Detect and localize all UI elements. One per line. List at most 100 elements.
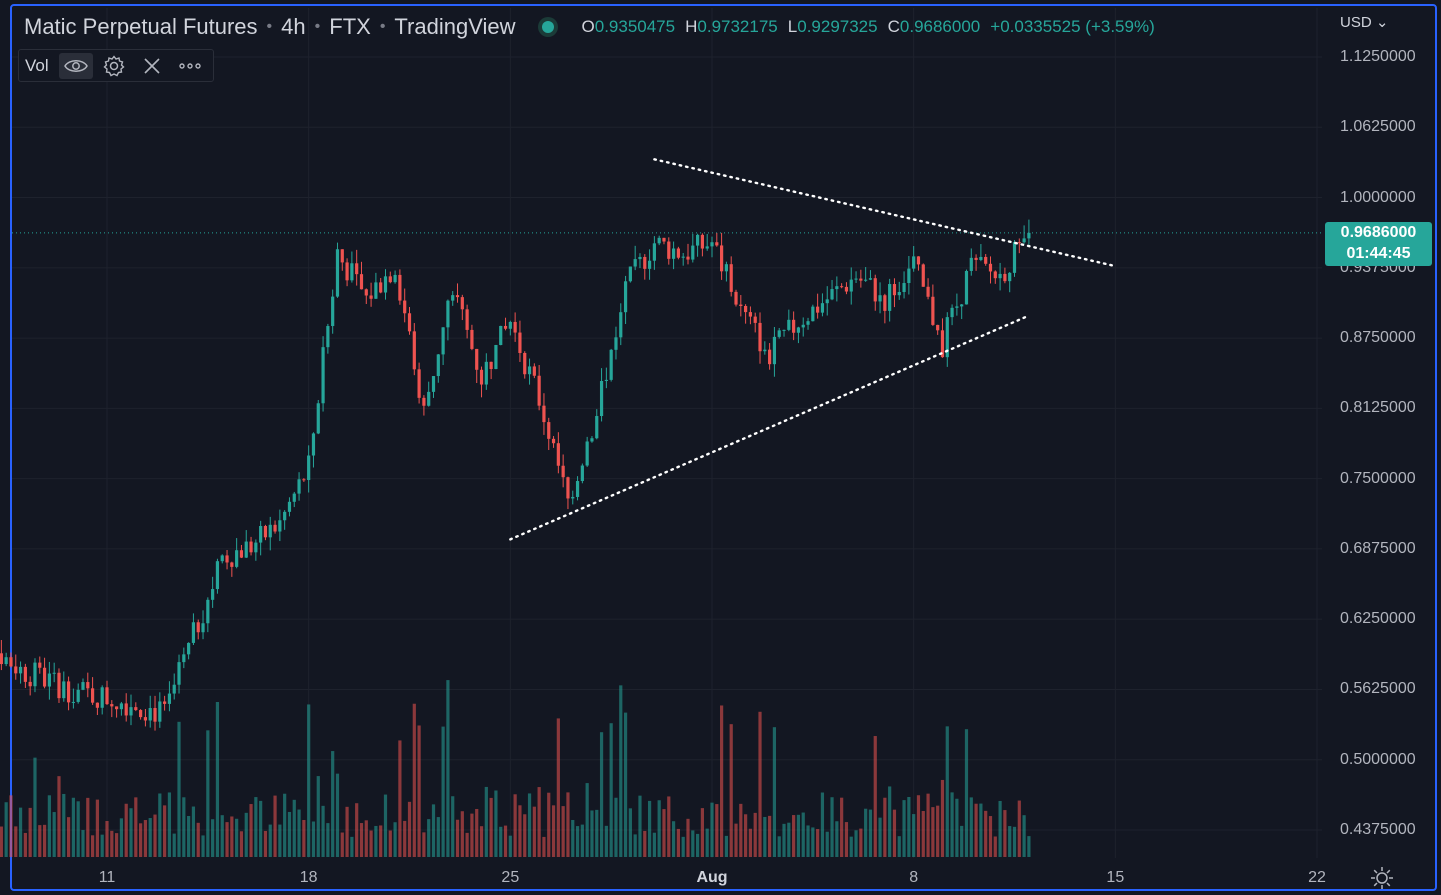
chevron-down-icon: ⌄	[1375, 14, 1389, 31]
candle-body	[657, 237, 661, 244]
candle-body	[81, 682, 85, 690]
close-icon[interactable]	[135, 53, 169, 79]
volume-bar	[441, 726, 445, 857]
volume-bar	[772, 727, 777, 857]
volume-bar	[556, 718, 560, 857]
volume-bar	[662, 809, 666, 857]
candle-body	[998, 273, 1002, 279]
volume-bar	[239, 831, 244, 857]
volume-bar	[316, 776, 320, 857]
volume-bar	[700, 808, 704, 857]
candle-body	[878, 295, 882, 302]
open-value: 0.9350475	[594, 17, 676, 36]
volume-bar	[864, 808, 868, 857]
settings-sun-icon[interactable]	[1370, 866, 1394, 890]
candle-body	[62, 681, 66, 699]
candle-body	[249, 541, 253, 553]
volume-bar	[427, 819, 431, 857]
time-axis-label: 18	[299, 869, 318, 886]
volume-bar	[830, 797, 834, 857]
candle-body	[268, 524, 272, 538]
volume-bar	[9, 795, 13, 857]
gear-icon[interactable]	[97, 53, 131, 79]
candle-body	[484, 361, 488, 385]
candle-body	[42, 667, 47, 687]
volume-bar	[715, 804, 719, 857]
volume-bar	[1012, 826, 1017, 857]
volume-indicator-legend: Vol	[18, 49, 214, 82]
volume-indicator-label[interactable]: Vol	[25, 55, 49, 75]
volume-bar	[110, 830, 114, 857]
volume-bar	[369, 830, 373, 857]
candle-body	[940, 330, 945, 358]
candle-body	[230, 562, 234, 567]
time-axis-label: 25	[501, 869, 520, 886]
candle-body	[465, 309, 469, 330]
candle-body	[792, 319, 796, 333]
candle-body	[66, 681, 71, 703]
candle-body	[527, 366, 532, 375]
candle-body	[259, 526, 263, 543]
interval-label[interactable]: 4h	[281, 14, 306, 39]
volume-bar	[33, 757, 37, 857]
volume-bar	[854, 830, 858, 857]
candle-body	[984, 256, 988, 264]
candle-body	[211, 589, 215, 600]
volume-bar	[71, 797, 75, 857]
volume-bar	[988, 816, 993, 857]
candle-body	[724, 264, 729, 272]
candle-body	[864, 279, 868, 281]
market-status-icon[interactable]	[541, 21, 554, 33]
candle-body	[436, 354, 440, 377]
volume-bar	[691, 830, 695, 857]
volume-bar	[307, 704, 311, 857]
candle-body	[287, 501, 292, 512]
volume-bar	[484, 786, 488, 857]
symbol-title[interactable]: Matic Perpetual Futures	[24, 14, 258, 39]
candle-body	[167, 693, 172, 704]
candle-body	[993, 271, 997, 279]
candle-body	[974, 257, 978, 260]
current-price-tag: 0.9686000 01:44:45	[1325, 222, 1432, 266]
volume-bar	[268, 824, 272, 857]
volume-bar	[129, 808, 133, 857]
price-axis-label: 1.0000000	[1340, 188, 1416, 206]
candle-body	[969, 257, 973, 271]
candle-body	[739, 304, 743, 306]
candle-body	[100, 687, 104, 708]
volume-bar	[647, 800, 652, 857]
volume-bar	[744, 814, 748, 857]
volume-bar	[52, 812, 56, 857]
eye-icon[interactable]	[58, 52, 93, 79]
candle-body	[628, 266, 632, 282]
candle-body	[763, 349, 767, 352]
change-value: +0.0335525 (+3.59%)	[990, 17, 1155, 36]
candle-body	[311, 433, 316, 456]
volume-bar	[163, 805, 167, 857]
volume-bar	[537, 787, 541, 857]
candle-body	[859, 278, 863, 281]
candle-body	[28, 681, 32, 687]
volume-bar	[945, 726, 949, 857]
trendline	[509, 314, 1031, 541]
candle-body	[460, 297, 464, 310]
candle-body	[825, 299, 829, 304]
candle-body	[71, 701, 75, 703]
candle-body	[744, 305, 748, 313]
candle-body	[556, 443, 560, 466]
volume-bar	[671, 821, 676, 857]
more-icon[interactable]	[173, 53, 207, 79]
currency-selector[interactable]: USD ⌄	[1340, 13, 1388, 31]
volume-bar	[604, 825, 608, 857]
volume-bar	[912, 814, 916, 857]
candle-body	[244, 541, 248, 558]
volume-bar	[297, 809, 301, 857]
volume-bar	[4, 802, 8, 857]
volume-bar	[566, 792, 570, 857]
candle-body	[441, 327, 445, 355]
candle-body	[676, 248, 680, 258]
volume-bar	[724, 835, 729, 857]
current-price: 0.9686000	[1340, 224, 1417, 241]
volume-bar	[1017, 800, 1021, 857]
